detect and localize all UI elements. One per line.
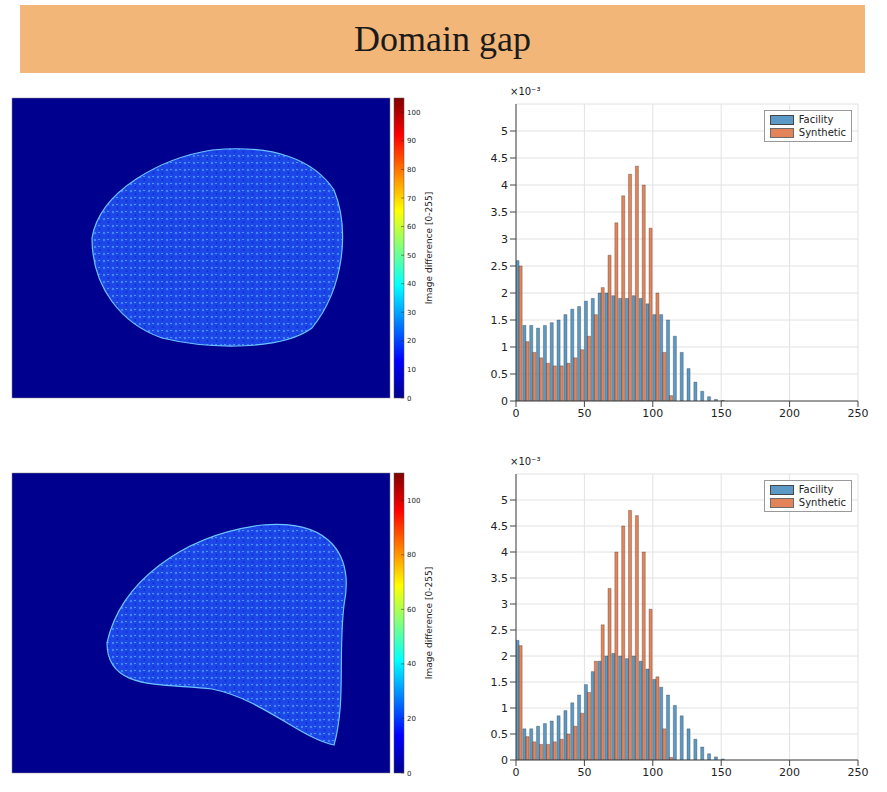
- svg-text:60: 60: [407, 606, 416, 614]
- svg-text:3.5: 3.5: [491, 572, 509, 585]
- svg-text:20: 20: [407, 337, 416, 345]
- svg-text:80: 80: [407, 166, 416, 174]
- svg-text:4.5: 4.5: [491, 152, 509, 165]
- svg-text:0: 0: [501, 395, 508, 408]
- svg-text:1.5: 1.5: [491, 676, 509, 689]
- html-text:Domain gap: Domain gap: [354, 19, 531, 59]
- svg-text:150: 150: [711, 766, 732, 779]
- svg-text:3: 3: [501, 233, 508, 246]
- svg-text:100: 100: [407, 497, 420, 505]
- svg-text:250: 250: [848, 766, 869, 779]
- html-text:Synthetic: Synthetic: [798, 127, 846, 138]
- svg-text:4.5: 4.5: [491, 520, 509, 533]
- svg-text:5: 5: [501, 494, 508, 507]
- html-text:×10⁻³: ×10⁻³: [510, 86, 541, 97]
- svg-text:60: 60: [407, 223, 416, 231]
- svg-text:4: 4: [501, 546, 508, 559]
- svg-text:100: 100: [407, 109, 420, 117]
- svg-text:70: 70: [407, 195, 416, 203]
- svg-text:100: 100: [642, 766, 663, 779]
- svg-text:0: 0: [407, 395, 411, 403]
- html-text:Facility: Facility: [798, 114, 834, 125]
- svg-text:200: 200: [779, 766, 800, 779]
- html-text:×10⁻³: ×10⁻³: [510, 456, 541, 467]
- svg-text:3.5: 3.5: [491, 206, 509, 219]
- svg-text:50: 50: [407, 252, 416, 260]
- svg-text:200: 200: [779, 407, 800, 420]
- svg-text:0.5: 0.5: [491, 368, 509, 381]
- svg-text:2.5: 2.5: [491, 260, 509, 273]
- svg-text:1.5: 1.5: [491, 314, 509, 327]
- svg-text:100: 100: [642, 407, 663, 420]
- svg-text:0: 0: [513, 407, 520, 420]
- html-text:Synthetic: Synthetic: [798, 497, 846, 508]
- svg-text:5: 5: [501, 125, 508, 138]
- svg-text:30: 30: [407, 309, 416, 317]
- svg-text:2: 2: [501, 287, 508, 300]
- svg-text:Image difference [0-255]: Image difference [0-255]: [424, 567, 434, 679]
- svg-text:40: 40: [407, 660, 416, 668]
- svg-text:10: 10: [407, 366, 416, 374]
- svg-text:1: 1: [501, 341, 508, 354]
- svg-text:4: 4: [501, 179, 508, 192]
- svg-text:20: 20: [407, 715, 416, 723]
- svg-text:3: 3: [501, 598, 508, 611]
- svg-text:40: 40: [407, 280, 416, 288]
- svg-text:0.5: 0.5: [491, 728, 509, 741]
- html-text:Facility: Facility: [798, 484, 834, 495]
- svg-text:50: 50: [577, 407, 591, 420]
- svg-text:90: 90: [407, 137, 416, 145]
- svg-text:0: 0: [513, 766, 520, 779]
- svg-text:2.5: 2.5: [491, 624, 509, 637]
- svg-text:1: 1: [501, 702, 508, 715]
- svg-text:0: 0: [407, 770, 411, 778]
- svg-text:50: 50: [577, 766, 591, 779]
- svg-text:0: 0: [501, 754, 508, 767]
- svg-text:250: 250: [848, 407, 869, 420]
- svg-text:80: 80: [407, 551, 416, 559]
- svg-text:2: 2: [501, 650, 508, 663]
- svg-text:Image difference [0-255]: Image difference [0-255]: [424, 192, 434, 304]
- svg-text:150: 150: [711, 407, 732, 420]
